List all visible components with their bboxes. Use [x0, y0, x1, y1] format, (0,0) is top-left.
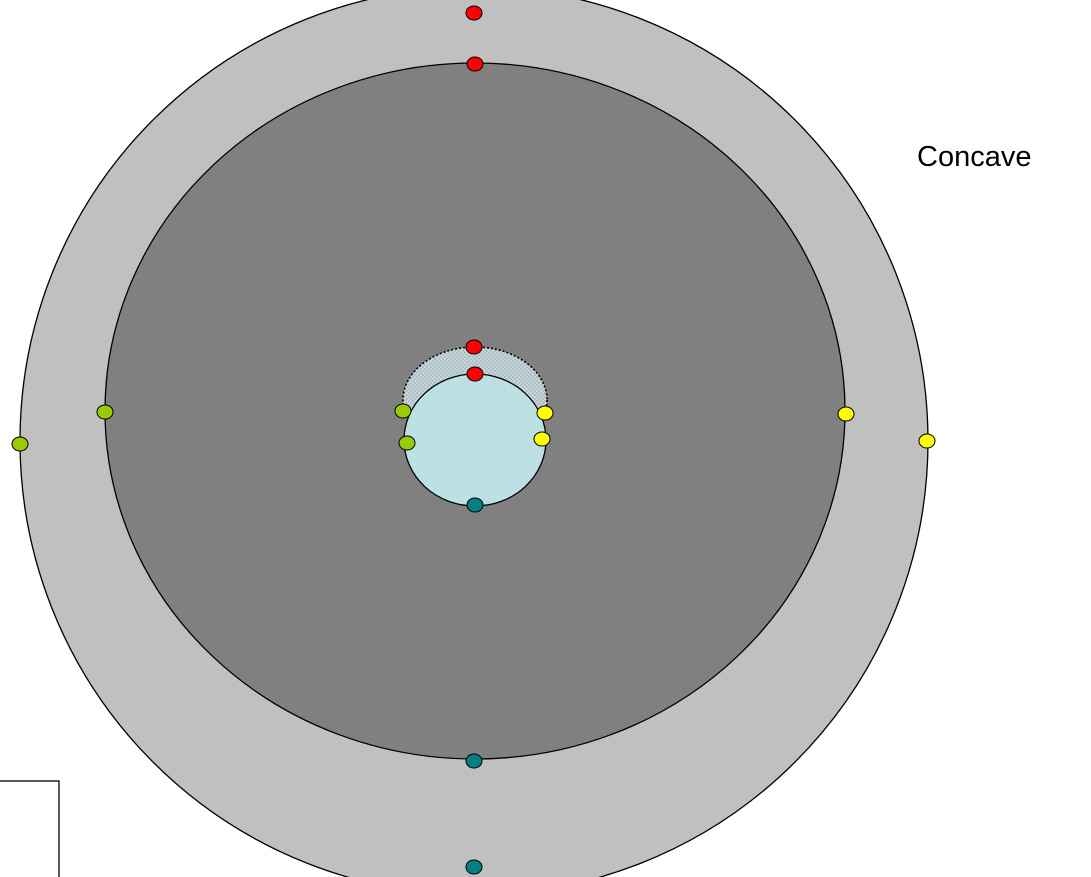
marker-outer-bottom: [465, 859, 483, 875]
legend-box: [0, 780, 60, 877]
marker-core-left: [398, 435, 416, 451]
concave-label: Concave: [917, 141, 1031, 173]
marker-inner-left: [96, 404, 114, 420]
marker-core-bottom: [466, 497, 484, 513]
marker-inner-bottom: [465, 753, 483, 769]
marker-crescent-left: [394, 403, 412, 419]
marker-outer-left: [11, 436, 29, 452]
marker-inner-top: [466, 56, 484, 72]
marker-crescent-top: [465, 339, 483, 355]
core-circle: [403, 373, 547, 507]
marker-core-top: [466, 366, 484, 382]
marker-outer-top: [465, 5, 483, 21]
marker-inner-right: [837, 406, 855, 422]
marker-outer-right: [918, 433, 936, 449]
marker-crescent-right: [536, 405, 554, 421]
marker-core-right: [533, 431, 551, 447]
